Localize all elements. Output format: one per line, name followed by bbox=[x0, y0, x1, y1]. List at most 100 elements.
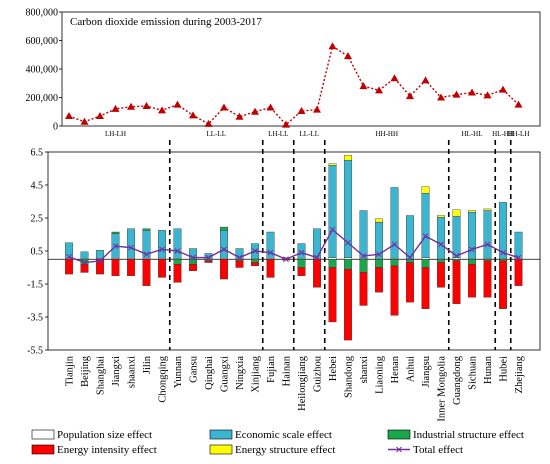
bar-segment bbox=[328, 267, 337, 323]
group-label: LL-LL bbox=[300, 130, 319, 138]
bar-segment bbox=[483, 210, 492, 259]
group-label: LH-LL bbox=[268, 130, 288, 138]
emission-marker bbox=[204, 119, 213, 127]
bar-segment bbox=[235, 248, 244, 259]
category-label: shaanxi bbox=[127, 356, 138, 388]
bar-segment bbox=[468, 264, 476, 298]
category-label: Ningxia bbox=[235, 356, 246, 390]
total-effect-marker bbox=[112, 243, 119, 249]
bar-segment bbox=[390, 265, 399, 316]
bar-segment bbox=[65, 242, 73, 259]
bar-segment bbox=[189, 264, 197, 272]
emission-marker bbox=[266, 103, 275, 111]
total-effect-marker bbox=[360, 253, 367, 259]
legend-label: Population size effect bbox=[57, 429, 152, 441]
emission-marker bbox=[359, 82, 368, 90]
bar-segment bbox=[235, 259, 244, 262]
bar-segment bbox=[297, 267, 306, 276]
bar-segment bbox=[220, 230, 228, 259]
bar-segment bbox=[390, 259, 399, 267]
category-label: Jilin bbox=[142, 355, 153, 374]
bottom-y-tick-label: 4.5 bbox=[31, 181, 44, 192]
emission-marker bbox=[189, 111, 197, 119]
bar-segment bbox=[468, 210, 476, 213]
bottom-y-tick-label: 2.5 bbox=[31, 214, 44, 225]
category-label: Anhui bbox=[406, 356, 417, 382]
emission-marker bbox=[297, 107, 306, 115]
emission-marker bbox=[514, 100, 523, 108]
group-label: HH-HH bbox=[375, 130, 398, 138]
total-effect-marker bbox=[329, 226, 336, 233]
bar-segment bbox=[266, 259, 275, 278]
bar-segment bbox=[437, 215, 445, 218]
group-label: LH-LH bbox=[105, 130, 126, 138]
category-label: Hunan bbox=[483, 355, 494, 384]
total-effect-marker bbox=[252, 248, 258, 254]
category-label: Hainan bbox=[282, 355, 293, 386]
group-label: HH-LH bbox=[508, 130, 530, 138]
bar-segment bbox=[158, 259, 166, 278]
legend-label: Total effect bbox=[413, 444, 463, 456]
total-effect-marker bbox=[159, 246, 165, 253]
bar-segment bbox=[390, 187, 399, 259]
total-effect-marker bbox=[438, 241, 444, 248]
bar-segment bbox=[359, 259, 368, 273]
category-label: Chongqing bbox=[158, 355, 169, 402]
bar-segment bbox=[328, 259, 337, 268]
total-effect-marker bbox=[298, 249, 305, 256]
category-label: Tianjin bbox=[65, 355, 76, 386]
bar-segment bbox=[452, 260, 461, 304]
bar-segment bbox=[142, 259, 151, 286]
bar-segment bbox=[514, 259, 523, 286]
category-label: Heilongjiang bbox=[297, 355, 308, 411]
total-effect-marker bbox=[190, 254, 196, 261]
bar-segment bbox=[173, 264, 182, 283]
total-effect-marker bbox=[128, 244, 134, 251]
bar-segment bbox=[499, 260, 507, 309]
category-label: Guizhou bbox=[313, 355, 324, 392]
bar-segment bbox=[499, 202, 507, 259]
legend-swatch bbox=[209, 444, 233, 455]
total-effect-marker bbox=[453, 253, 460, 259]
category-label: Fujian bbox=[266, 355, 277, 383]
emission-marker bbox=[328, 42, 337, 50]
bar-segment bbox=[158, 230, 166, 259]
total-effect-marker bbox=[407, 254, 413, 261]
bar-segment bbox=[344, 259, 352, 270]
total-effect-marker bbox=[81, 259, 88, 266]
total-effect-marker bbox=[205, 254, 212, 261]
total-effect-marker bbox=[314, 254, 320, 261]
emission-marker bbox=[158, 106, 166, 114]
total-effect-marker bbox=[283, 256, 289, 263]
total-effect-marker bbox=[422, 233, 429, 240]
total-effect-marker bbox=[174, 248, 181, 254]
emission-marker bbox=[406, 92, 414, 100]
emission-marker bbox=[483, 91, 492, 99]
bar-segment bbox=[111, 231, 120, 234]
emission-marker bbox=[499, 85, 507, 93]
bar-segment bbox=[328, 257, 337, 260]
bar-segment bbox=[80, 264, 89, 273]
bar-segment bbox=[111, 259, 120, 276]
bar-segment bbox=[204, 259, 213, 262]
bar-segment bbox=[375, 259, 383, 268]
bar-segment bbox=[421, 257, 430, 260]
total-effect-marker bbox=[143, 251, 150, 258]
bar-segment bbox=[96, 259, 104, 275]
legend-label: Industrial structure effect bbox=[413, 429, 524, 441]
bar-segment bbox=[514, 231, 523, 259]
emission-marker bbox=[142, 102, 151, 110]
bar-segment bbox=[328, 164, 337, 258]
bar-segment bbox=[375, 218, 383, 223]
top-y-tick-label: 600,000 bbox=[26, 36, 59, 47]
total-effect-marker bbox=[515, 254, 522, 261]
bar-segment bbox=[437, 216, 445, 259]
total-effect-marker bbox=[221, 246, 227, 253]
bar-segment bbox=[297, 243, 306, 259]
total-effect-marker bbox=[376, 251, 382, 258]
bar-segment bbox=[220, 226, 228, 231]
category-label: Jiangxi bbox=[111, 356, 122, 386]
emission-marker bbox=[282, 120, 290, 128]
bar-segment bbox=[483, 260, 492, 298]
